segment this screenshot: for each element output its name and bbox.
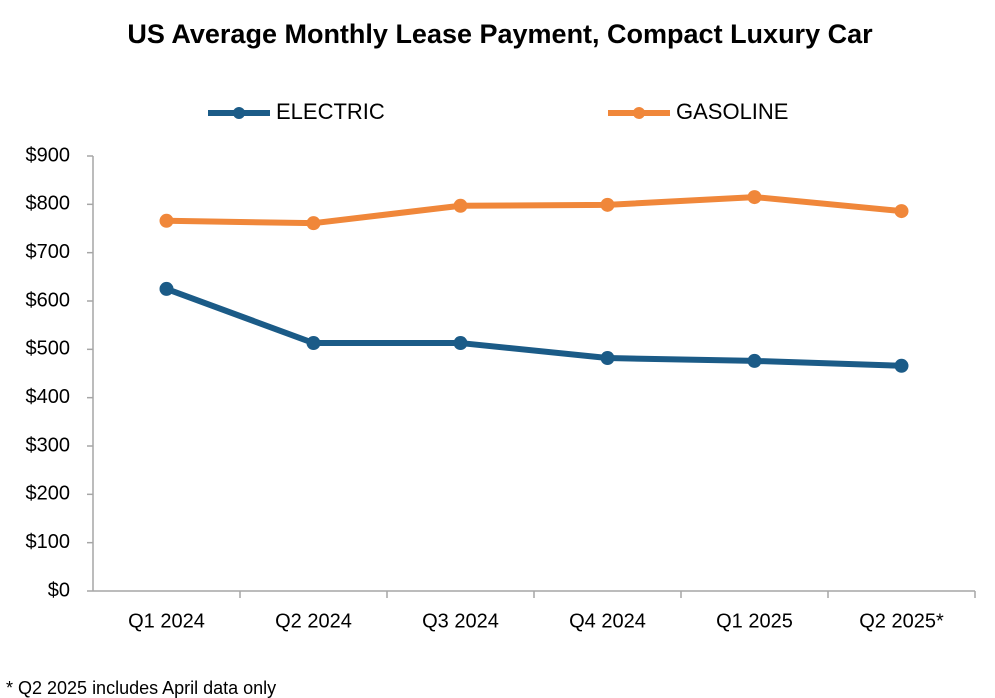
y-tick-label: $800	[26, 193, 71, 215]
x-tick-label: Q1 2025	[716, 610, 793, 632]
legend-marker	[633, 107, 645, 119]
series-line	[166, 194, 902, 227]
data-point	[159, 281, 174, 296]
y-tick-label: $0	[48, 579, 70, 601]
y-tick-label: $900	[26, 144, 71, 166]
y-tick-label: $600	[26, 289, 71, 311]
data-point	[747, 190, 762, 205]
x-tick-label: Q1 2024	[128, 610, 205, 632]
x-tick-label: Q4 2024	[569, 610, 646, 632]
footnote: * Q2 2025 includes April data only	[6, 678, 276, 698]
data-point	[453, 198, 468, 213]
data-point	[306, 216, 321, 231]
data-point	[159, 213, 174, 228]
x-tick-label: Q3 2024	[422, 610, 499, 632]
x-tick-label: Q2 2025*	[859, 610, 944, 632]
data-point	[306, 336, 321, 351]
y-tick-label: $500	[26, 338, 71, 360]
y-tick-label: $400	[26, 386, 71, 408]
data-point	[894, 358, 909, 373]
y-tick-label: $300	[26, 434, 71, 456]
y-tick-label: $100	[26, 531, 71, 553]
x-tick-label: Q2 2024	[275, 610, 352, 632]
data-point	[600, 351, 615, 366]
y-tick-label: $700	[26, 241, 71, 263]
legend-label: ELECTRIC	[276, 99, 385, 124]
legend-label: GASOLINE	[676, 99, 788, 124]
data-point	[600, 197, 615, 212]
data-point	[747, 353, 762, 368]
y-tick-label: $200	[26, 483, 71, 505]
legend-marker	[233, 107, 245, 119]
chart-title: US Average Monthly Lease Payment, Compac…	[127, 19, 873, 49]
data-point	[453, 336, 468, 351]
series-line	[165, 286, 902, 369]
data-point	[894, 204, 909, 219]
